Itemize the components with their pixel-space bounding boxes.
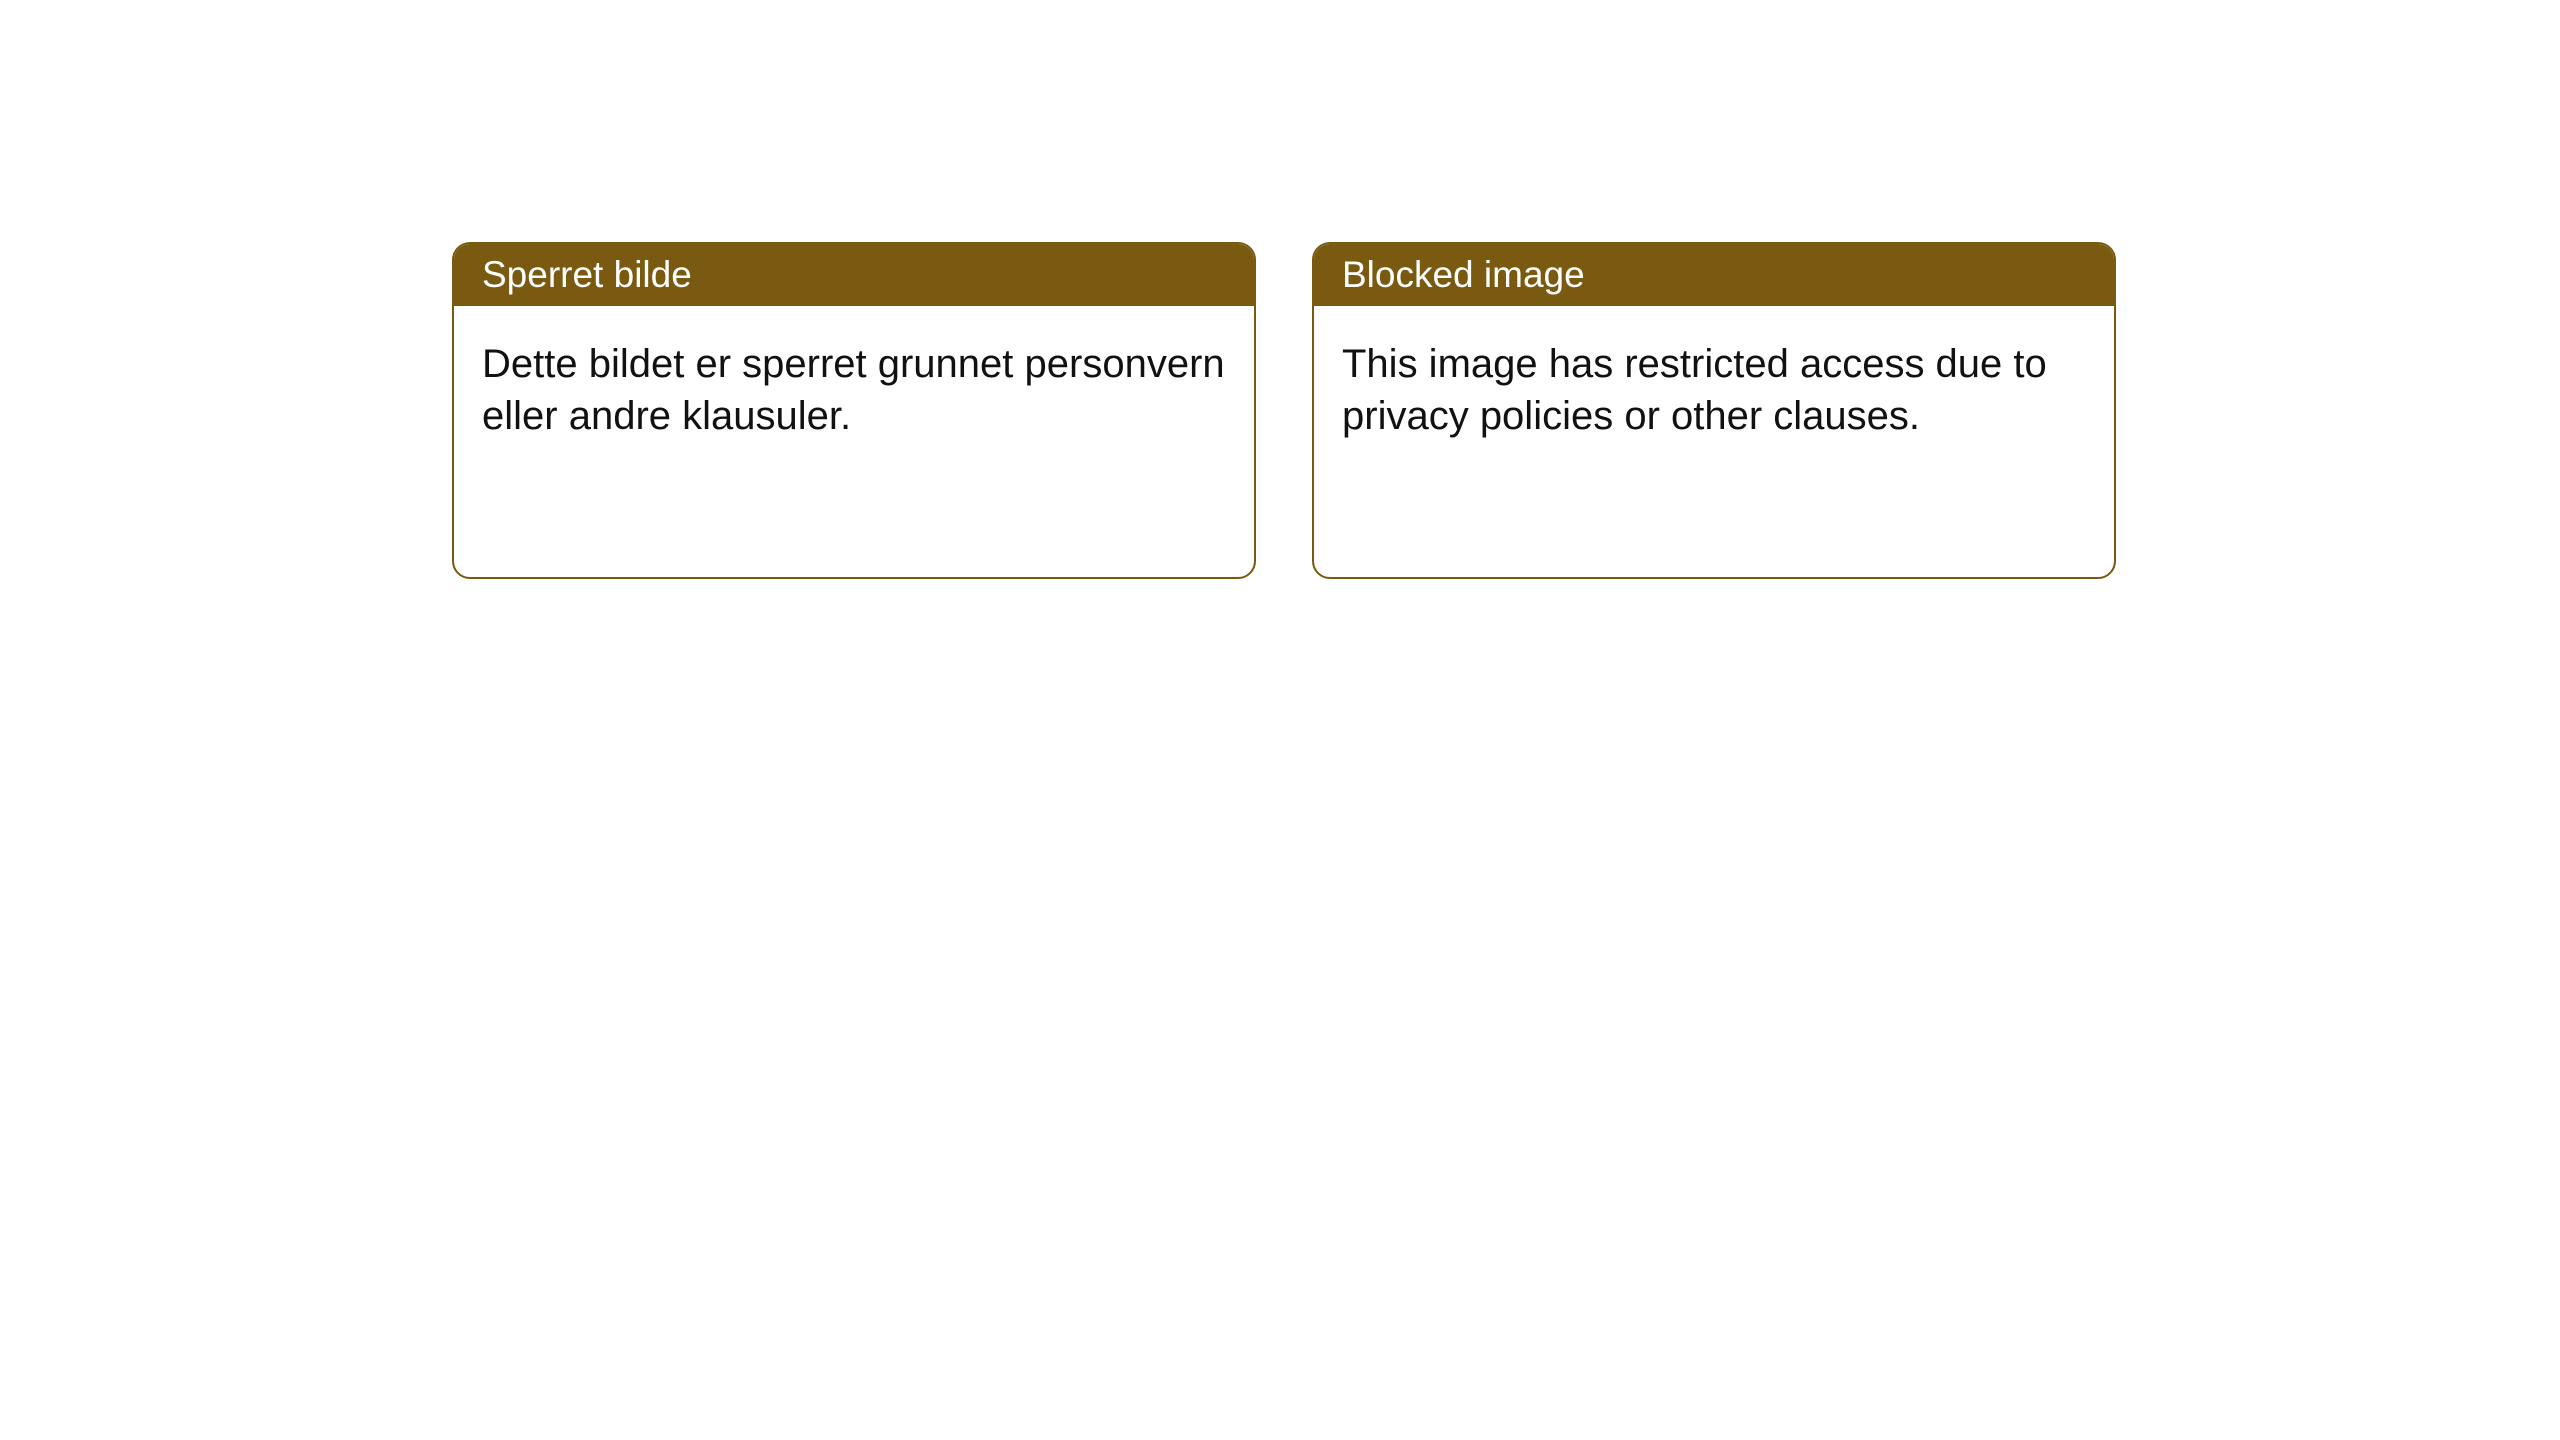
card-body: This image has restricted access due to … <box>1314 306 2114 474</box>
card-header: Sperret bilde <box>454 244 1254 306</box>
card-title: Sperret bilde <box>482 254 692 295</box>
card-body-text: Dette bildet er sperret grunnet personve… <box>482 342 1225 438</box>
notice-cards-container: Sperret bilde Dette bildet er sperret gr… <box>0 0 2560 579</box>
card-title: Blocked image <box>1342 254 1585 295</box>
card-body: Dette bildet er sperret grunnet personve… <box>454 306 1254 474</box>
notice-card-norwegian: Sperret bilde Dette bildet er sperret gr… <box>452 242 1256 579</box>
notice-card-english: Blocked image This image has restricted … <box>1312 242 2116 579</box>
card-header: Blocked image <box>1314 244 2114 306</box>
card-body-text: This image has restricted access due to … <box>1342 342 2047 438</box>
